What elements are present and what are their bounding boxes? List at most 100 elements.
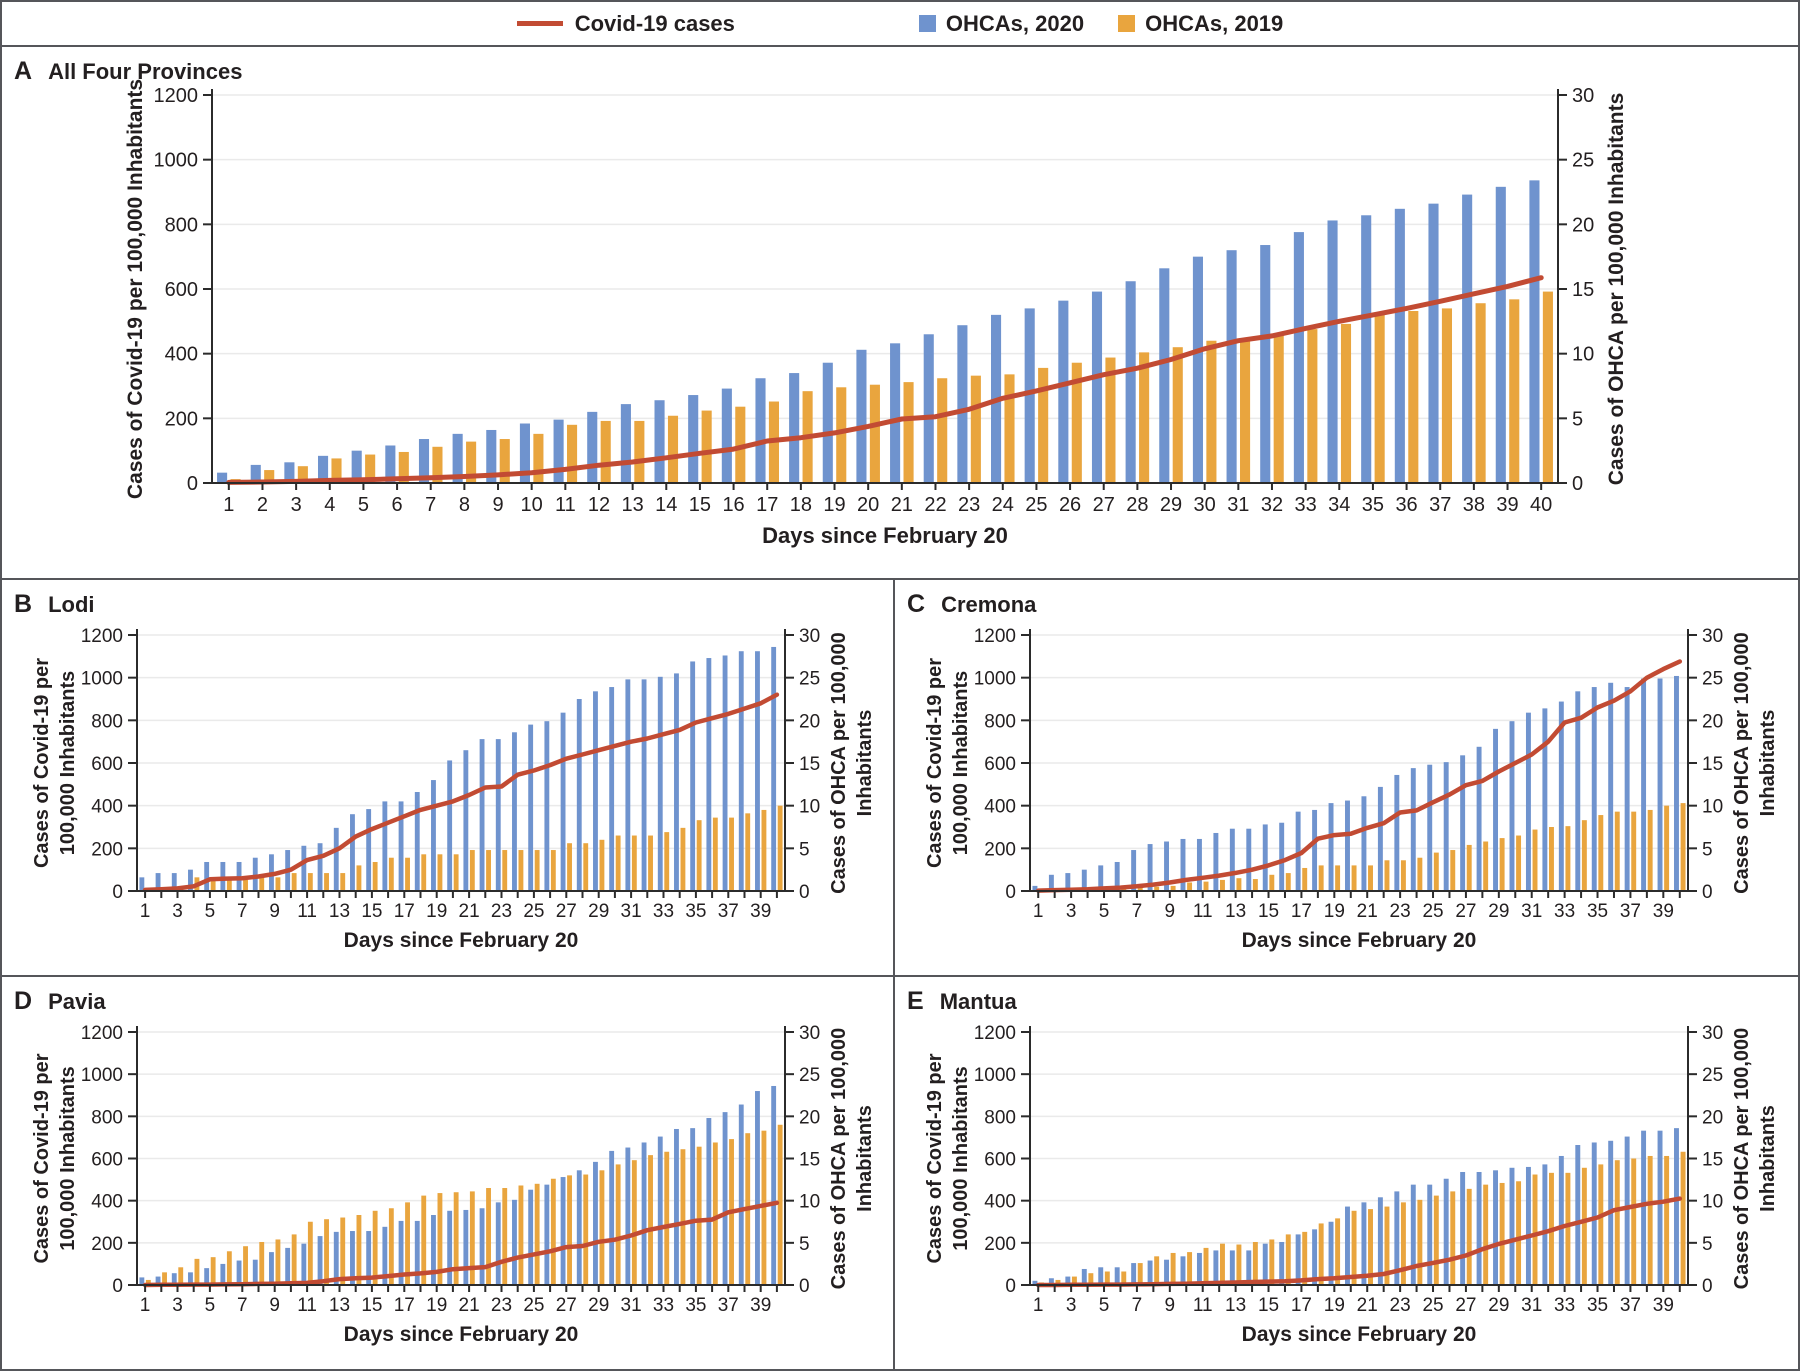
svg-text:29: 29 — [588, 1295, 609, 1316]
ohca-2020-swatch-icon — [918, 15, 936, 32]
svg-text:31: 31 — [621, 1295, 642, 1316]
panel-d-title: D Pavia — [14, 987, 106, 1016]
svg-text:0: 0 — [799, 882, 810, 903]
svg-text:200: 200 — [984, 1234, 1016, 1255]
svg-text:25: 25 — [1422, 901, 1443, 922]
svg-text:20: 20 — [857, 494, 879, 516]
svg-text:Cases of OHCA per 100,000 Inha: Cases of OHCA per 100,000 Inhabitants — [1605, 93, 1628, 486]
panel-lodi: B Lodi 0 200 400 600 800 1000 1200 0 5 10 15 20 25 30… — [2, 580, 893, 975]
svg-text:29: 29 — [588, 901, 609, 922]
svg-text:17: 17 — [394, 1295, 415, 1316]
svg-text:33: 33 — [653, 901, 674, 922]
svg-text:800: 800 — [984, 711, 1016, 732]
panel-mantua: E Mantua 0 200 400 600 800 1000 1200 0 5 10 15 20 25… — [893, 977, 1798, 1369]
svg-text:10: 10 — [1702, 1192, 1723, 1213]
svg-text:25: 25 — [1025, 494, 1047, 516]
svg-text:9: 9 — [269, 1295, 280, 1316]
svg-text:33: 33 — [653, 1295, 674, 1316]
svg-text:39: 39 — [1653, 1295, 1674, 1316]
svg-text:1200: 1200 — [154, 85, 199, 107]
svg-text:39: 39 — [1496, 494, 1518, 516]
svg-text:33: 33 — [1295, 494, 1317, 516]
svg-text:9: 9 — [492, 494, 503, 516]
legend-item-ohca-2019: OHCAs, 2019 — [1118, 11, 1283, 37]
svg-text:5: 5 — [799, 839, 810, 860]
svg-text:25: 25 — [523, 901, 544, 922]
panel-d-name: Pavia — [48, 989, 106, 1014]
svg-text:26: 26 — [1059, 494, 1081, 516]
svg-text:25: 25 — [799, 669, 820, 690]
svg-text:1000: 1000 — [974, 1065, 1016, 1086]
svg-text:Cases of OHCA per 100,000: Cases of OHCA per 100,000 — [1731, 632, 1753, 894]
svg-text:29: 29 — [1488, 901, 1509, 922]
svg-text:27: 27 — [1455, 901, 1476, 922]
svg-text:9: 9 — [269, 901, 280, 922]
svg-text:5: 5 — [1702, 1234, 1713, 1255]
svg-text:31: 31 — [1227, 494, 1249, 516]
svg-text:19: 19 — [426, 1295, 447, 1316]
svg-text:Cases of Covid-19 per: Cases of Covid-19 per — [31, 658, 53, 868]
svg-text:13: 13 — [1225, 901, 1246, 922]
svg-text:1: 1 — [223, 494, 234, 516]
svg-text:17: 17 — [1291, 901, 1312, 922]
svg-text:3: 3 — [172, 1295, 183, 1316]
svg-text:10: 10 — [799, 1192, 820, 1213]
ohca-2019-swatch-icon — [1118, 15, 1136, 32]
svg-text:27: 27 — [556, 901, 577, 922]
svg-text:23: 23 — [1390, 1295, 1411, 1316]
svg-text:9: 9 — [1165, 1295, 1176, 1316]
svg-text:11: 11 — [555, 494, 576, 516]
svg-text:37: 37 — [1620, 901, 1641, 922]
svg-text:Cases of Covid-19 per 100,000: Cases of Covid-19 per 100,000 Inhabitant… — [124, 79, 147, 499]
panel-e-letter: E — [907, 987, 924, 1015]
svg-text:2: 2 — [257, 494, 268, 516]
row-d-e: D Pavia 0 200 400 600 800 1000 1200 0 5 10 15 20 25 3… — [2, 977, 1798, 1369]
svg-text:0: 0 — [1702, 1276, 1713, 1297]
svg-text:15: 15 — [799, 754, 820, 775]
svg-text:1000: 1000 — [81, 1065, 123, 1086]
svg-text:19: 19 — [1324, 1295, 1345, 1316]
svg-text:Cases of Covid-19 per: Cases of Covid-19 per — [924, 1053, 946, 1263]
svg-text:15: 15 — [1258, 1295, 1279, 1316]
svg-text:Days since February 20: Days since February 20 — [344, 1323, 579, 1346]
svg-text:5: 5 — [1099, 901, 1110, 922]
svg-text:200: 200 — [91, 1234, 123, 1255]
legend-label-covid: Covid-19 cases — [574, 10, 735, 36]
svg-text:1200: 1200 — [974, 626, 1016, 647]
legend-item-covid: Covid-19 cases — [516, 10, 735, 37]
panel-pavia: D Pavia 0 200 400 600 800 1000 1200 0 5 10 15 20 25 3… — [2, 977, 893, 1369]
svg-text:3: 3 — [1066, 1295, 1077, 1316]
svg-text:15: 15 — [1572, 279, 1594, 301]
svg-text:400: 400 — [984, 797, 1016, 818]
svg-text:Inhabitants: Inhabitants — [1757, 1105, 1779, 1212]
svg-text:800: 800 — [91, 1107, 123, 1128]
svg-text:25: 25 — [1572, 150, 1594, 172]
svg-text:10: 10 — [521, 494, 543, 516]
svg-text:1: 1 — [1033, 901, 1044, 922]
svg-text:35: 35 — [685, 1295, 706, 1316]
svg-text:21: 21 — [1357, 1295, 1378, 1316]
covid-line-swatch-icon — [516, 21, 563, 26]
svg-text:100,000 Inhabitants: 100,000 Inhabitants — [950, 671, 972, 856]
svg-text:37: 37 — [1429, 494, 1451, 516]
svg-text:15: 15 — [1702, 1150, 1723, 1171]
svg-text:5: 5 — [1099, 1295, 1110, 1316]
svg-text:23: 23 — [1390, 901, 1411, 922]
panel-c-name: Cremona — [941, 592, 1037, 617]
svg-text:30: 30 — [799, 626, 820, 647]
svg-text:25: 25 — [1422, 1295, 1443, 1316]
svg-text:0: 0 — [1702, 882, 1713, 903]
svg-text:22: 22 — [924, 494, 946, 516]
svg-text:5: 5 — [358, 494, 369, 516]
svg-text:3: 3 — [291, 494, 302, 516]
svg-text:17: 17 — [756, 494, 778, 516]
svg-text:13: 13 — [1225, 1295, 1246, 1316]
svg-text:15: 15 — [1258, 901, 1279, 922]
svg-text:31: 31 — [1521, 1295, 1542, 1316]
svg-text:Cases of Covid-19 per: Cases of Covid-19 per — [924, 658, 946, 868]
svg-text:25: 25 — [1702, 669, 1723, 690]
svg-text:5: 5 — [205, 901, 216, 922]
